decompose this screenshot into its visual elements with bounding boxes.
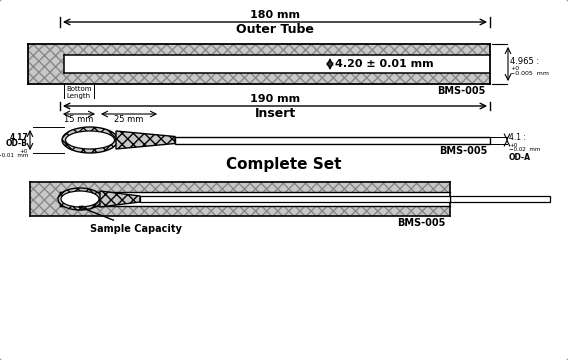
Bar (450, 196, 550, 202)
Text: +0: +0 (510, 66, 519, 71)
Ellipse shape (58, 188, 102, 210)
Polygon shape (100, 191, 140, 207)
Text: BMS-005: BMS-005 (438, 145, 487, 156)
Polygon shape (116, 131, 175, 149)
Text: Bottom
Length: Bottom Length (66, 86, 91, 99)
Text: Insert: Insert (254, 107, 295, 120)
Bar (64, 55, 490, 73)
Ellipse shape (65, 131, 115, 149)
Text: 4.17: 4.17 (9, 132, 28, 141)
Text: +0: +0 (509, 143, 517, 148)
Text: 190 mm: 190 mm (250, 94, 300, 104)
Text: +0: +0 (20, 149, 28, 154)
Text: 4.20 ± 0.01 mm: 4.20 ± 0.01 mm (335, 59, 433, 69)
Text: −0.005  mm: −0.005 mm (510, 71, 549, 76)
Text: −0.02  mm: −0.02 mm (509, 147, 540, 152)
Text: 15 mm: 15 mm (64, 115, 94, 124)
Text: 4.965 :: 4.965 : (510, 57, 539, 66)
Text: 25 mm: 25 mm (114, 115, 144, 124)
Text: −0.01  mm: −0.01 mm (0, 153, 28, 158)
Text: BMS-005: BMS-005 (396, 218, 445, 228)
Text: OD-B: OD-B (6, 139, 28, 148)
Text: OD-A: OD-A (509, 153, 531, 162)
Bar (60, 192, 450, 206)
Bar (175, 136, 490, 144)
Text: Complete Set: Complete Set (226, 157, 342, 171)
Ellipse shape (62, 127, 118, 153)
Bar (30, 182, 450, 216)
Text: BMS-005: BMS-005 (437, 86, 485, 96)
Text: 4.1 :: 4.1 : (509, 134, 526, 143)
Text: 180 mm: 180 mm (250, 10, 300, 20)
Ellipse shape (61, 191, 99, 207)
Text: Sample Capacity: Sample Capacity (79, 206, 182, 234)
Bar (140, 196, 450, 202)
Bar (28, 44, 490, 84)
Text: Outer Tube: Outer Tube (236, 23, 314, 36)
